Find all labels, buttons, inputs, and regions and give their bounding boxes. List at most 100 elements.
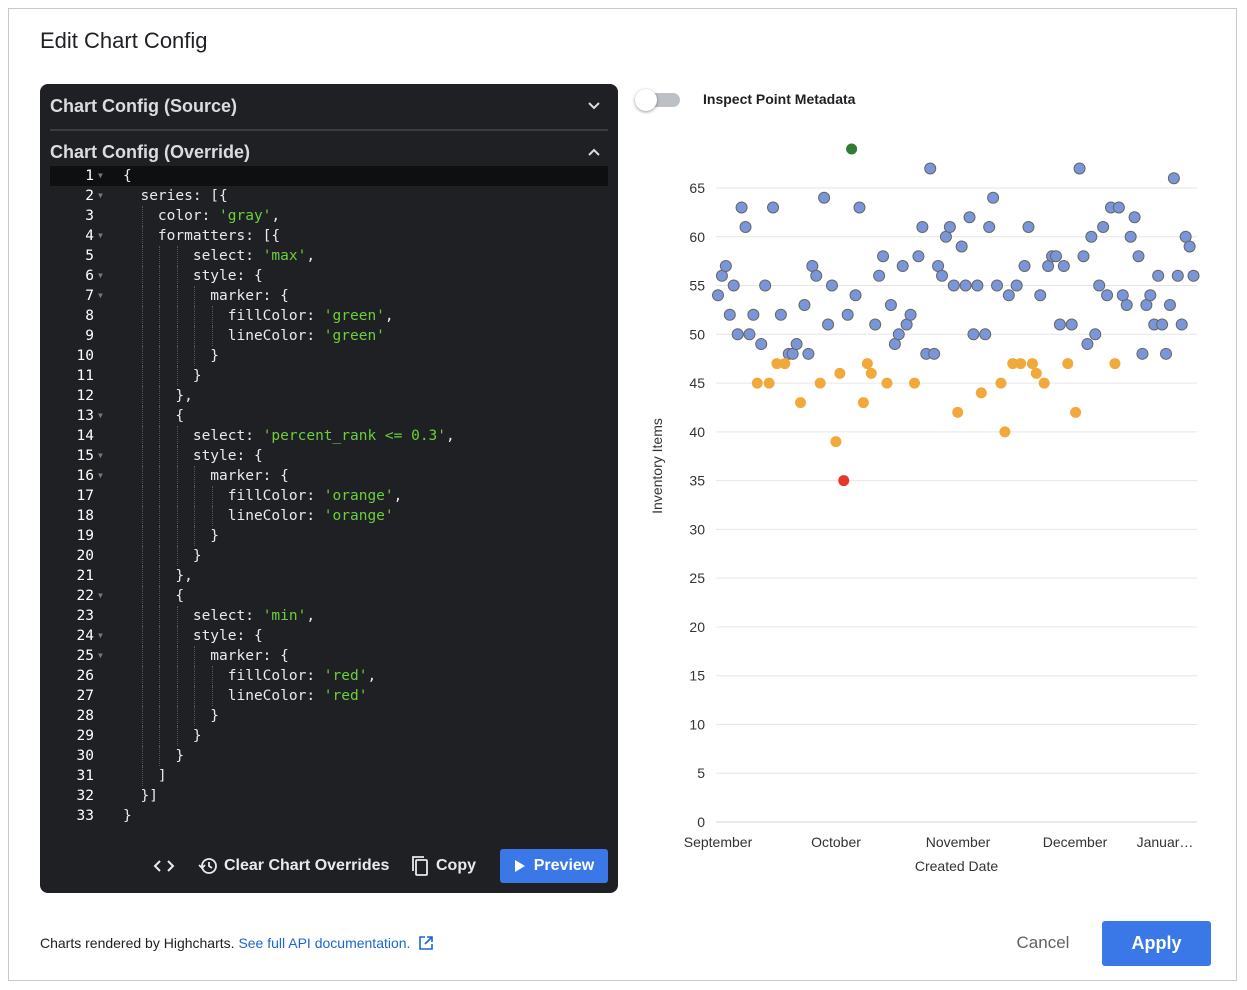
inspect-point-metadata-toggle[interactable] <box>635 89 681 111</box>
indent-guide <box>141 346 143 366</box>
indent-guide <box>176 506 178 526</box>
code-line[interactable]: 11 } <box>50 366 608 386</box>
line-number: 7 <box>85 288 94 304</box>
fold-arrow-icon[interactable]: ▼ <box>98 291 103 300</box>
code-text: } <box>123 346 219 366</box>
data-point-default <box>1034 289 1047 302</box>
code-line[interactable]: 22 ▼ { <box>50 586 608 606</box>
code-line[interactable]: 19 } <box>50 526 608 546</box>
fold-arrow-icon[interactable]: ▼ <box>98 171 103 180</box>
code-line[interactable]: 3 color: 'gray', <box>50 206 608 226</box>
footer-text: Charts rendered by Highcharts. <box>40 935 235 951</box>
code-line[interactable]: 7 ▼ marker: { <box>50 286 608 306</box>
clear-chart-overrides-button[interactable]: Clear Chart Overrides <box>198 849 389 883</box>
data-point-default <box>1089 328 1102 341</box>
code-text: style: { <box>123 266 263 286</box>
api-documentation-link[interactable]: See full API documentation. <box>238 935 434 951</box>
data-point-percent-rank-low <box>865 367 877 379</box>
code-line[interactable]: 33} <box>50 806 608 826</box>
toggle-code-view-button[interactable] <box>152 849 176 883</box>
data-point-default <box>1156 318 1169 331</box>
code-line[interactable]: 17 fillColor: 'orange', <box>50 486 608 506</box>
code-line[interactable]: 12 }, <box>50 386 608 406</box>
code-line[interactable]: 31 ] <box>50 766 608 786</box>
indent-guide <box>159 606 160 626</box>
code-line[interactable]: 13 ▼ { <box>50 406 608 426</box>
x-tick-label: October <box>811 834 861 850</box>
code-line[interactable]: 10 } <box>50 346 608 366</box>
code-line[interactable]: 4 ▼ formatters: [{ <box>50 226 608 246</box>
data-point-default <box>1132 250 1145 263</box>
indent-guide <box>194 526 195 546</box>
fold-arrow-icon[interactable]: ▼ <box>98 471 103 480</box>
code-line[interactable]: 20 } <box>50 546 608 566</box>
code-line[interactable]: 24 ▼ style: { <box>50 626 608 646</box>
line-number: 24 <box>76 628 94 644</box>
code-token: , <box>271 208 281 224</box>
code-line[interactable]: 21 }, <box>50 566 608 586</box>
data-point-default <box>822 318 835 331</box>
code-line[interactable]: 16 ▼ marker: { <box>50 466 608 486</box>
code-line[interactable]: 26 fillColor: 'red', <box>50 666 608 686</box>
fold-arrow-icon[interactable]: ▼ <box>98 271 103 280</box>
fold-arrow-icon[interactable]: ▼ <box>98 631 103 640</box>
code-line[interactable]: 25 ▼ marker: { <box>50 646 608 666</box>
code-line[interactable]: 8 fillColor: 'green', <box>50 306 608 326</box>
line-number: 6 <box>85 268 94 284</box>
code-line[interactable]: 29 } <box>50 726 608 746</box>
data-point-default <box>1112 201 1125 214</box>
data-point-default <box>1163 299 1176 312</box>
indent-guide <box>159 246 160 266</box>
fold-arrow-icon[interactable]: ▼ <box>98 651 103 660</box>
cancel-button[interactable]: Cancel <box>1016 933 1070 952</box>
code-line[interactable]: 18 lineColor: 'orange' <box>50 506 608 526</box>
code-line[interactable]: 27 lineColor: 'red' <box>50 686 608 706</box>
code-line[interactable]: 2 ▼ series: [{ <box>50 186 608 206</box>
code-line[interactable]: 32 }] <box>50 786 608 806</box>
line-number: 27 <box>76 688 94 704</box>
data-point-percent-rank-low <box>834 367 846 379</box>
apply-button[interactable]: Apply <box>1102 921 1211 966</box>
code-line[interactable]: 14 select: 'percent_rank <= 0.3', <box>50 426 608 446</box>
data-point-default <box>916 221 929 234</box>
line-number: 26 <box>76 668 94 684</box>
indent-guide <box>194 466 195 486</box>
code-line[interactable]: 1 ▼ { <box>50 166 608 186</box>
indent-guide <box>141 226 143 246</box>
code-editor[interactable]: 1 ▼ {2 ▼ series: [{3 color: 'gray', 4 ▼ forma… <box>50 166 608 826</box>
chevron-up-icon[interactable] <box>584 142 604 162</box>
data-point-default <box>983 221 996 234</box>
indent-guide <box>176 246 178 266</box>
accordion-override[interactable]: Chart Config (Override) <box>50 142 608 163</box>
code-line[interactable]: 6 ▼ style: { <box>50 266 608 286</box>
code-line[interactable]: 5 select: 'max', <box>50 246 608 266</box>
data-point-default <box>947 279 960 292</box>
accordion-source[interactable]: Chart Config (Source) <box>50 96 608 117</box>
fold-arrow-icon[interactable]: ▼ <box>98 451 103 460</box>
code-line[interactable]: 30 } <box>50 746 608 766</box>
code-line[interactable]: 9 lineColor: 'green' <box>50 326 608 346</box>
fold-arrow-icon[interactable]: ▼ <box>98 591 103 600</box>
string-token: 'orange' <box>323 488 394 504</box>
data-point-default <box>743 328 756 341</box>
y-tick-label: 5 <box>697 765 705 781</box>
indent-guide <box>159 346 160 366</box>
preview-button[interactable]: Preview <box>500 849 608 883</box>
code-line[interactable]: 28 } <box>50 706 608 726</box>
chevron-down-icon[interactable] <box>584 96 604 116</box>
line-number: 22 <box>76 588 94 604</box>
y-tick-label: 10 <box>689 716 705 732</box>
fold-arrow-icon[interactable]: ▼ <box>98 231 103 240</box>
code-text: lineColor: 'red' <box>123 686 368 706</box>
code-line[interactable]: 15 ▼ style: { <box>50 446 608 466</box>
indent-guide <box>176 706 178 726</box>
indent-guide <box>141 646 143 666</box>
code-line[interactable]: 23 select: 'min', <box>50 606 608 626</box>
indent-guide <box>159 286 160 306</box>
copy-button[interactable]: Copy <box>410 849 476 883</box>
fold-arrow-icon[interactable]: ▼ <box>98 191 103 200</box>
code-token: formatters: [{ <box>123 228 281 244</box>
fold-arrow-icon[interactable]: ▼ <box>98 411 103 420</box>
indent-guide <box>141 766 143 786</box>
indent-guide <box>194 706 195 726</box>
